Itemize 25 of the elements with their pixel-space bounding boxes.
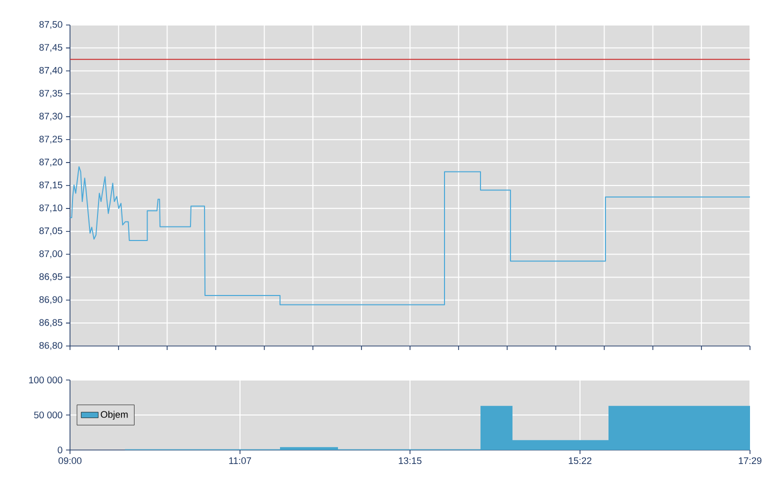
y-tick-label: 87,45: [39, 44, 62, 52]
y-tick-label: 87,15: [39, 182, 62, 190]
y-tick-label: 87,10: [39, 204, 62, 212]
y-tick-label: 87,50: [39, 21, 62, 29]
x-tick-label: 09:00: [58, 457, 82, 464]
y-tick-label: 87,30: [39, 112, 62, 121]
y-tick-label: 86,80: [39, 342, 62, 350]
x-tick-label: 15:22: [568, 457, 592, 464]
y-tick-label: 0: [58, 446, 62, 454]
y-tick-label: 50 000: [34, 412, 62, 418]
y-tick-label: 87,00: [39, 250, 62, 258]
y-tick-label: 87,20: [39, 158, 62, 166]
x-tick-label: 11:07: [229, 457, 252, 464]
line-series: [70, 166, 750, 306]
y-tick-label: 87,25: [39, 136, 62, 144]
legend-label: Objem: [100, 410, 128, 420]
x-tick-label: 17:29: [738, 457, 762, 464]
y-tick-label: 86,95: [39, 273, 62, 282]
y-tick-label: 86,85: [39, 319, 62, 327]
x-tick-label: 13:15: [398, 457, 422, 464]
y-tick-label: 86,90: [39, 296, 62, 304]
y-tick-label: 87,40: [39, 66, 62, 75]
y-tick-label: 87,05: [39, 227, 62, 236]
y-tick-label: 87,35: [39, 90, 62, 98]
y-tick-label: 100 000: [29, 376, 62, 384]
